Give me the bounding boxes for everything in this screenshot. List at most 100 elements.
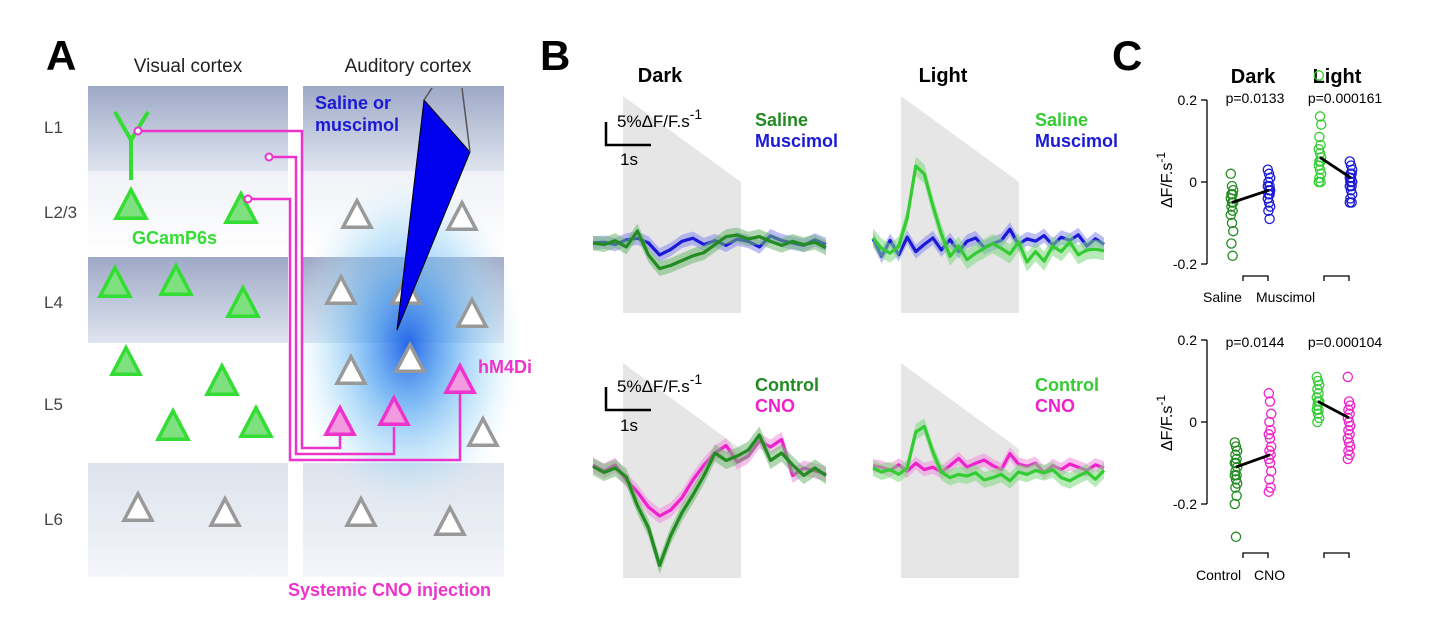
c-ytick-label-0-1: 0 — [1189, 174, 1197, 190]
panel-b-light-title: Light — [919, 65, 968, 87]
neuron-n-15 — [393, 340, 427, 374]
c-ytick-label-1-0: 0.2 — [1178, 332, 1198, 348]
panel-c: C Dark Light p=0.0133 p=0.000161 p=0.014… — [1112, 32, 1382, 583]
neuron-n-23 — [433, 503, 467, 537]
axon-terminal-2 — [264, 152, 274, 162]
c-dot-2-1-2 — [1265, 408, 1277, 420]
trace-line-2-1 — [592, 433, 827, 568]
c-dot-2-0-6 — [1230, 457, 1242, 469]
c-dot-0-0-12 — [1227, 225, 1239, 237]
scale-bar-bottom-time: 1s — [620, 416, 638, 435]
c-dot-1-1-13 — [1345, 193, 1356, 204]
c-dot-3-0-11 — [1312, 408, 1324, 420]
c-mean-line-0 — [1231, 188, 1270, 204]
hm4di-projections — [138, 129, 462, 462]
layer-band-1-0 — [303, 86, 504, 171]
c-dot-1-0-2 — [1315, 119, 1327, 130]
layer-band-0-0 — [88, 86, 288, 171]
ylabel-top: ΔF/F.s-1 — [1154, 152, 1176, 208]
c-dot-0-0-13 — [1226, 238, 1237, 249]
c-dot-2-0-1 — [1230, 441, 1242, 452]
axon-terminal-1 — [133, 126, 143, 136]
c-dot-0-1-14 — [1264, 213, 1275, 225]
panel-c-letter: C — [1112, 32, 1142, 79]
layer-band-0-2 — [88, 257, 288, 343]
neurons — [97, 185, 500, 537]
neuron-n-22 — [344, 494, 378, 528]
legend-bottom-light-a: Control — [1035, 375, 1099, 395]
pvalue-top-dark: p=0.0133 — [1226, 90, 1285, 106]
c-dot-0-1-1 — [1263, 168, 1275, 180]
neuron-n-9 — [340, 196, 374, 230]
c-dot-1-0-1 — [1314, 111, 1326, 122]
visual-cortex-header: Visual cortex — [134, 56, 243, 77]
c-dot-2-1-15 — [1263, 486, 1275, 497]
c-dot-2-0-3 — [1230, 449, 1241, 461]
c-dot-2-1-0 — [1263, 388, 1275, 399]
c-dot-2-1-13 — [1264, 474, 1275, 485]
neuron-n-14 — [334, 352, 368, 386]
c-dot-2-0-11 — [1230, 474, 1242, 485]
c-dot-0-1-13 — [1263, 205, 1274, 216]
layer-label-2: L4 — [44, 293, 63, 312]
c-bracket-1-1 — [1323, 552, 1350, 558]
c-dot-3-1-13 — [1343, 445, 1354, 456]
c-dot-1-0-3 — [1314, 131, 1325, 143]
c-dot-2-1-1 — [1264, 396, 1276, 407]
c-dot-3-1-15 — [1342, 453, 1354, 465]
c-bracket-1-0 — [1242, 552, 1269, 558]
c-dot-2-0-8 — [1230, 465, 1241, 477]
neuron-m-17 — [323, 403, 357, 437]
c-dot-2-0-16 — [1230, 531, 1242, 543]
c-mean-line-1 — [1319, 156, 1352, 180]
neuron-g-1 — [223, 189, 259, 224]
c-dot-0-0-8 — [1226, 201, 1237, 212]
pvalue-top-light: p=0.000161 — [1308, 90, 1383, 106]
xlabel-top-b: Muscimol — [1256, 289, 1315, 305]
trace-line-1-1 — [871, 164, 1105, 264]
neuron-m-18 — [377, 393, 411, 427]
injection-pipette — [396, 87, 471, 331]
c-dot-1-1-11 — [1345, 184, 1357, 196]
c-ytick-label-0-2: -0.2 — [1173, 256, 1197, 272]
neuron-g-8 — [238, 403, 274, 438]
c-dot-0-0-1 — [1226, 180, 1238, 192]
xlabel-top-a: Saline — [1203, 289, 1242, 305]
c-bracket-0-1 — [1323, 275, 1350, 281]
saline-muscimol-label-2: muscimol — [315, 115, 399, 135]
gcamp-label: GCamP6s — [132, 228, 217, 248]
c-dot-2-1-11 — [1264, 457, 1276, 469]
c-dot-3-0-13 — [1312, 416, 1323, 428]
legend-bottom-dark-a: Control — [755, 375, 819, 395]
c-dot-2-1-3 — [1264, 416, 1275, 428]
c-mean-line-2 — [1235, 453, 1271, 469]
scale-bar-bottom: 5%ΔF/F.s-1 1s — [604, 371, 702, 435]
neuron-g-0 — [113, 185, 149, 220]
xlabel-bottom-a: Control — [1196, 567, 1241, 583]
stimulus-ramp-top-light — [901, 96, 1019, 313]
c-dot-0-0-14 — [1227, 250, 1238, 262]
layer-label-0: L1 — [44, 118, 63, 137]
c-ytick-label-1-1: 0 — [1189, 414, 1197, 430]
panel-b-dark-title: Dark — [638, 65, 683, 87]
scale-bar-top-time: 1s — [620, 150, 638, 169]
neuron-n-16 — [466, 414, 500, 448]
c-dot-0-0-0 — [1225, 168, 1237, 180]
c-mean-line-3 — [1317, 400, 1350, 420]
c-dot-3-1-1 — [1343, 396, 1355, 407]
legend-top-light-a: Saline — [1035, 110, 1088, 130]
neuron-g-4 — [225, 283, 261, 318]
cno-injection-label: Systemic CNO injection — [288, 580, 491, 600]
legend-top-light-b: Muscimol — [1035, 131, 1118, 151]
neuron-g-3 — [158, 261, 194, 296]
xlabel-bottom-b: CNO — [1254, 567, 1285, 583]
c-dot-3-0-8 — [1312, 400, 1323, 411]
stimulus-ramp-bottom-dark — [623, 363, 741, 578]
panel-b-letter: B — [540, 32, 570, 79]
c-dot-1-1-15 — [1344, 197, 1356, 208]
c-dot-2-0-13 — [1230, 482, 1241, 493]
scale-bar-bottom-amplitude: 5%ΔF/F.s-1 — [617, 371, 702, 396]
layer-labels: L1 L2/3 L4 L5 L6 — [44, 118, 77, 529]
legend-bottom-light-b: CNO — [1035, 396, 1075, 416]
